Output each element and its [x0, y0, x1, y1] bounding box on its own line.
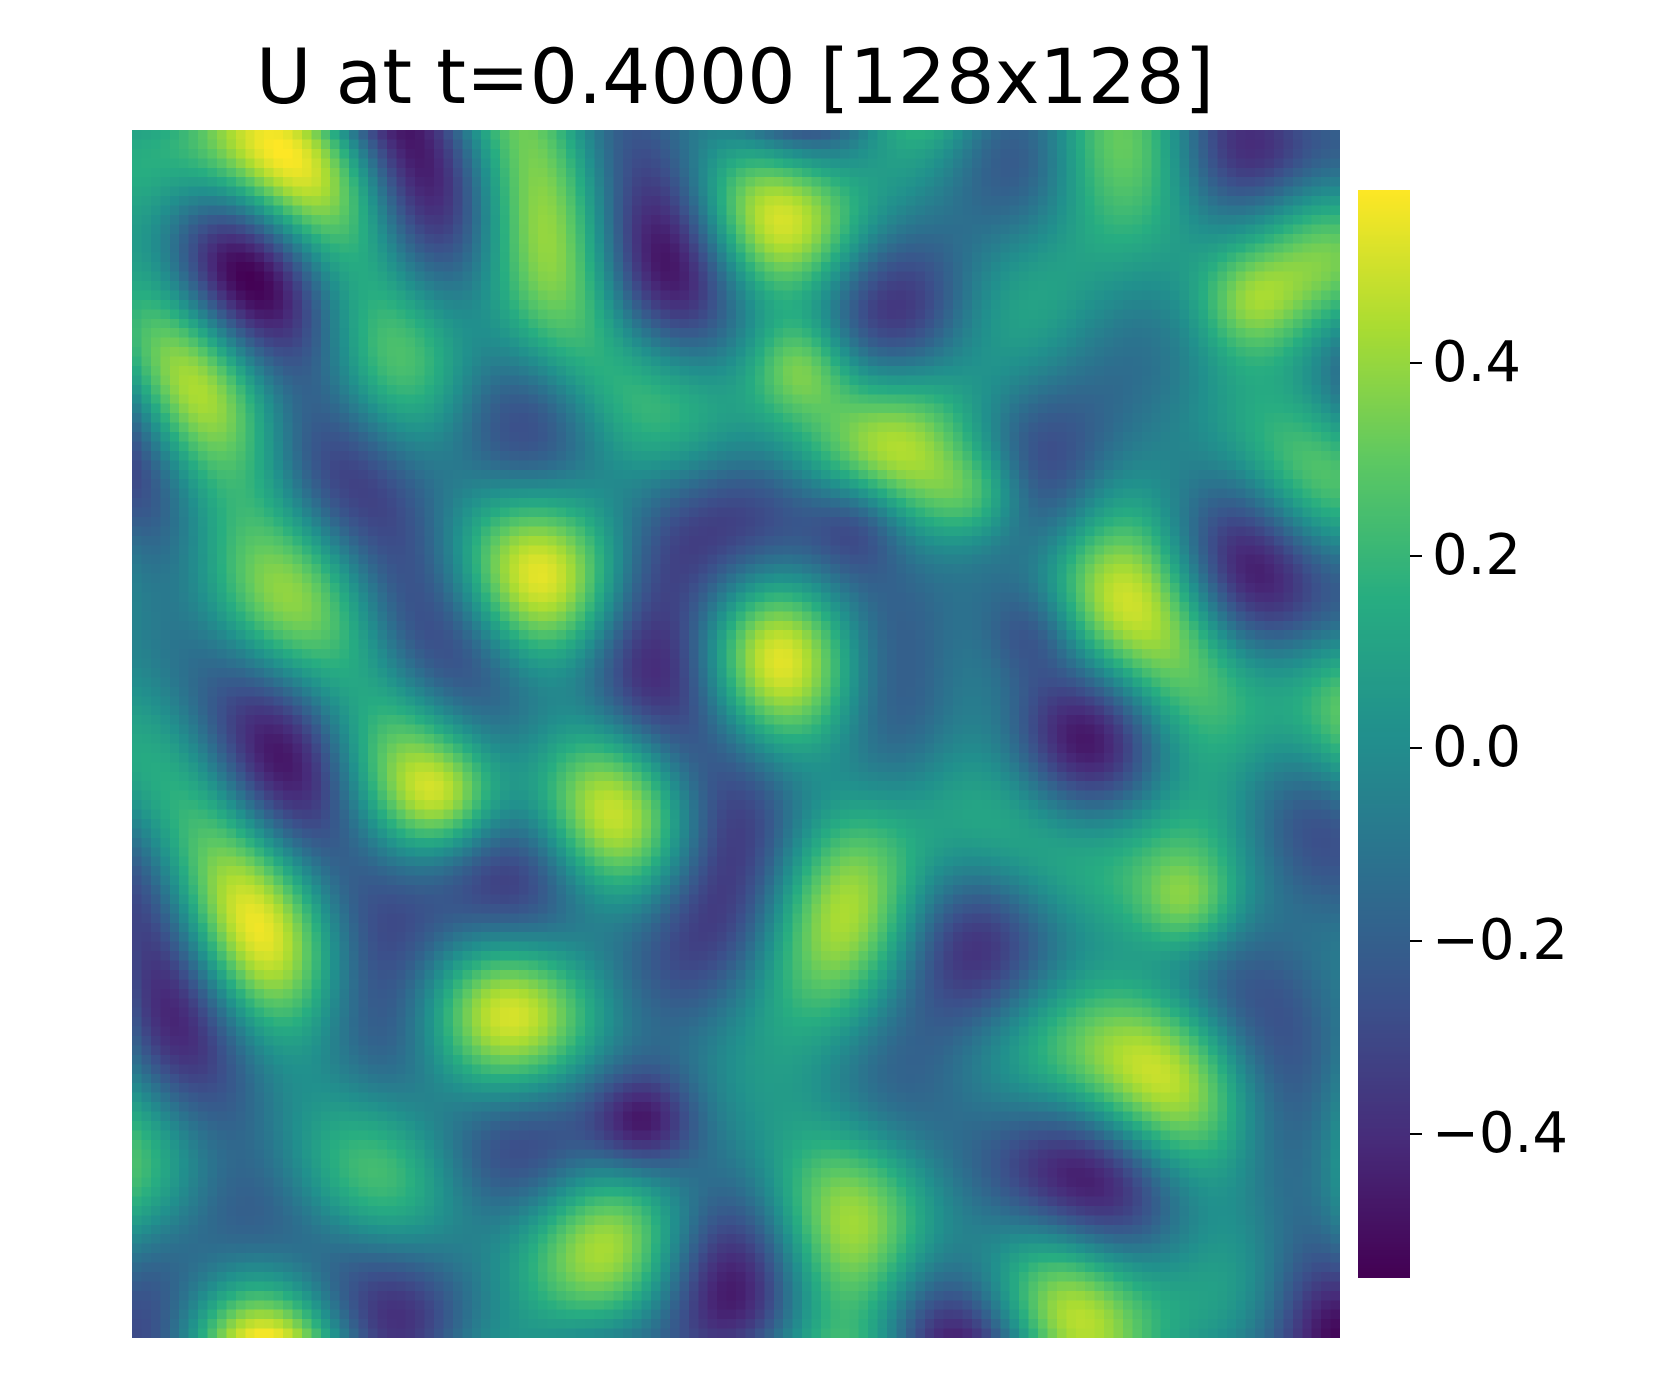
colorbar	[1358, 190, 1410, 1278]
heatmap-plot	[132, 130, 1340, 1338]
heatmap-image	[132, 130, 1340, 1338]
colorbar-tick-label: −0.2	[1432, 908, 1568, 973]
colorbar-tick-mark	[1410, 940, 1422, 942]
colorbar-tick-mark	[1410, 362, 1422, 365]
colorbar-tick-mark	[1410, 747, 1422, 750]
colorbar-tick-label: 0.2	[1432, 522, 1522, 588]
chart-title: U at t=0.4000 [128x128]	[255, 32, 1215, 121]
colorbar-tick-label: −0.4	[1432, 1100, 1568, 1166]
colorbar-tick-mark	[1410, 554, 1422, 557]
colorbar-gradient	[1358, 190, 1410, 1278]
colorbar-tick-label: 0.4	[1432, 330, 1522, 396]
colorbar-tick-label: 0.0	[1432, 715, 1522, 781]
colorbar-tick-mark	[1410, 1132, 1422, 1135]
